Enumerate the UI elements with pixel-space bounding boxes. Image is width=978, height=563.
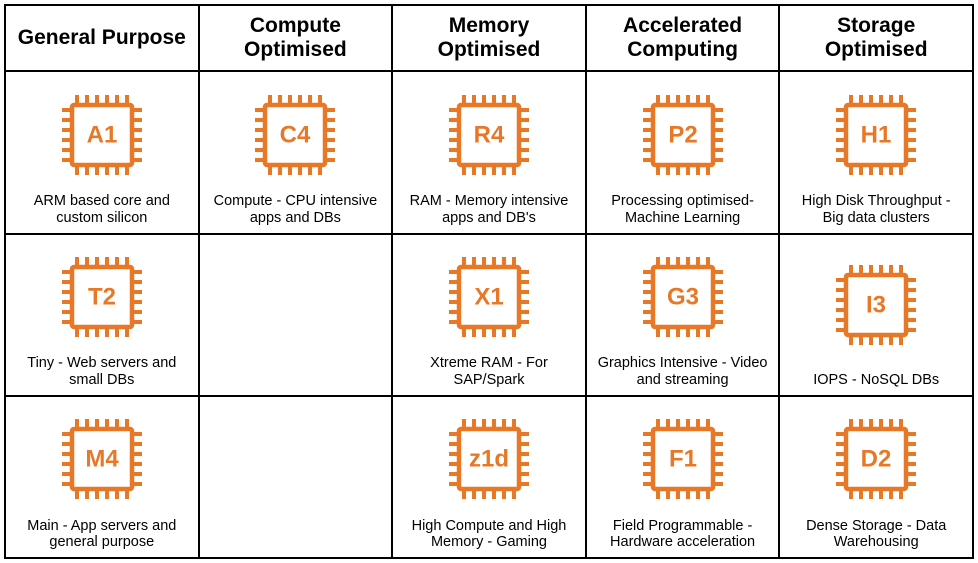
cell-desc: Processing optimised- Machine Learning <box>591 193 775 226</box>
cell-p2: P2 Processing optimised- Machine Learnin… <box>586 71 780 233</box>
cell-desc: Field Programmable - Hardware accelerati… <box>591 518 775 551</box>
svg-text:X1: X1 <box>474 283 503 310</box>
svg-text:I3: I3 <box>866 292 886 319</box>
cell-h1: H1 High Disk Throughput - Big data clust… <box>779 71 973 233</box>
chip-icon: T2 <box>54 241 150 354</box>
cell-m4: M4 Main - App servers and general purpos… <box>5 396 199 558</box>
instance-type-grid: General Purpose Compute Optimised Memory… <box>4 4 974 559</box>
svg-text:F1: F1 <box>669 446 697 473</box>
cell-desc: Tiny - Web servers and small DBs <box>10 355 194 388</box>
svg-text:z1d: z1d <box>469 446 509 473</box>
svg-text:C4: C4 <box>280 121 311 148</box>
cell-desc: IOPS - NoSQL DBs <box>807 372 945 389</box>
cell-z1d: z1d High Compute and High Memory - Gamin… <box>392 396 586 558</box>
col-header-general-purpose: General Purpose <box>5 5 199 71</box>
chip-icon: M4 <box>54 403 150 516</box>
cell-g3: G3 Graphics Intensive - Video and stream… <box>586 234 780 396</box>
cell-f1: F1 Field Programmable - Hardware acceler… <box>586 396 780 558</box>
cell-desc: Xtreme RAM - For SAP/Spark <box>397 355 581 388</box>
cell-t2: T2 Tiny - Web servers and small DBs <box>5 234 199 396</box>
chip-icon: G3 <box>635 241 731 354</box>
chip-icon: z1d <box>441 403 537 516</box>
svg-text:D2: D2 <box>861 446 892 473</box>
chip-icon: X1 <box>441 241 537 354</box>
col-header-storage-optimised: Storage Optimised <box>779 5 973 71</box>
chip-icon: H1 <box>828 78 924 191</box>
cell-desc: High Compute and High Memory - Gaming <box>397 518 581 551</box>
cell-desc: Dense Storage - Data Warehousing <box>784 518 968 551</box>
chip-icon: P2 <box>635 78 731 191</box>
col-header-memory-optimised: Memory Optimised <box>392 5 586 71</box>
svg-text:R4: R4 <box>474 121 505 148</box>
col-header-accelerated-computing: Accelerated Computing <box>586 5 780 71</box>
svg-text:T2: T2 <box>88 283 116 310</box>
cell-desc: High Disk Throughput - Big data clusters <box>784 193 968 226</box>
cell-a1: A1 ARM based core and custom silicon <box>5 71 199 233</box>
cell-desc: Graphics Intensive - Video and streaming <box>591 355 775 388</box>
chip-icon: I3 <box>828 241 924 371</box>
col-header-compute-optimised: Compute Optimised <box>199 5 393 71</box>
cell-c4: C4 Compute - CPU intensive apps and DBs <box>199 71 393 233</box>
cell-d2: D2 Dense Storage - Data Warehousing <box>779 396 973 558</box>
svg-text:A1: A1 <box>86 121 117 148</box>
svg-text:P2: P2 <box>668 121 697 148</box>
cell-r4: R4 RAM - Memory intensive apps and DB's <box>392 71 586 233</box>
chip-icon: C4 <box>247 78 343 191</box>
chip-icon: R4 <box>441 78 537 191</box>
cell-desc: ARM based core and custom silicon <box>10 193 194 226</box>
cell-empty-r1c1 <box>199 234 393 396</box>
cell-empty-r2c1 <box>199 396 393 558</box>
svg-text:H1: H1 <box>861 121 892 148</box>
chip-icon: A1 <box>54 78 150 191</box>
cell-desc: Main - App servers and general purpose <box>10 518 194 551</box>
cell-desc: RAM - Memory intensive apps and DB's <box>397 193 581 226</box>
cell-x1: X1 Xtreme RAM - For SAP/Spark <box>392 234 586 396</box>
chip-icon: D2 <box>828 403 924 516</box>
svg-text:G3: G3 <box>667 283 699 310</box>
svg-text:M4: M4 <box>85 446 119 473</box>
cell-desc: Compute - CPU intensive apps and DBs <box>204 193 388 226</box>
chip-icon: F1 <box>635 403 731 516</box>
cell-i3: I3 IOPS - NoSQL DBs <box>779 234 973 396</box>
